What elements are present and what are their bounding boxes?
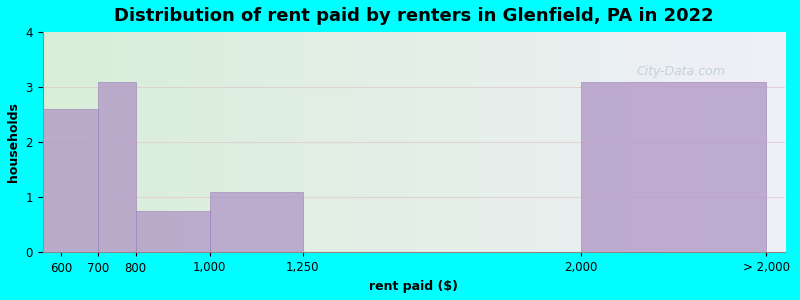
X-axis label: rent paid ($): rent paid ($): [370, 280, 458, 293]
Bar: [581, 82, 766, 253]
Bar: [98, 82, 135, 253]
Bar: [42, 109, 98, 253]
Text: City-Data.com: City-Data.com: [637, 65, 726, 78]
Y-axis label: households: households: [7, 102, 20, 182]
Bar: [210, 192, 302, 253]
Title: Distribution of rent paid by renters in Glenfield, PA in 2022: Distribution of rent paid by renters in …: [114, 7, 714, 25]
Bar: [135, 211, 210, 253]
